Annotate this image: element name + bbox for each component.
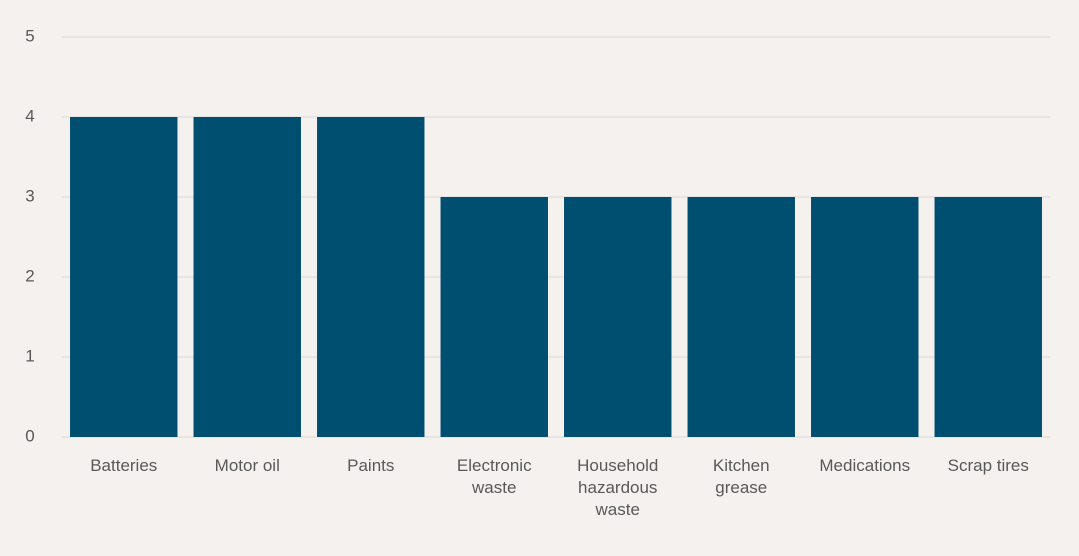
y-tick-label: 1 — [25, 346, 34, 365]
x-tick-label: Kitchen grease — [712, 456, 770, 497]
x-tick-label: Batteries — [90, 456, 158, 475]
x-tick-label: Paints — [347, 456, 395, 475]
x-tick-label: Household hazardous waste — [577, 456, 659, 519]
y-tick-label: 4 — [25, 106, 34, 125]
bar — [193, 117, 301, 437]
y-tick-label: 2 — [25, 266, 34, 285]
x-tick-label: Scrap tires — [947, 456, 1029, 475]
x-tick-label: Medications — [819, 456, 911, 475]
y-tick-label: 0 — [25, 426, 34, 445]
y-tick-label: 5 — [25, 26, 34, 45]
bar — [317, 117, 425, 437]
bar — [687, 197, 795, 437]
y-tick-label: 3 — [25, 186, 34, 205]
bar — [564, 197, 672, 437]
x-tick-label: Electronic waste — [456, 456, 532, 497]
x-tick-label: Motor oil — [214, 456, 280, 475]
bar — [70, 117, 178, 437]
bar — [811, 197, 919, 437]
bar — [934, 197, 1042, 437]
bar — [440, 197, 548, 437]
